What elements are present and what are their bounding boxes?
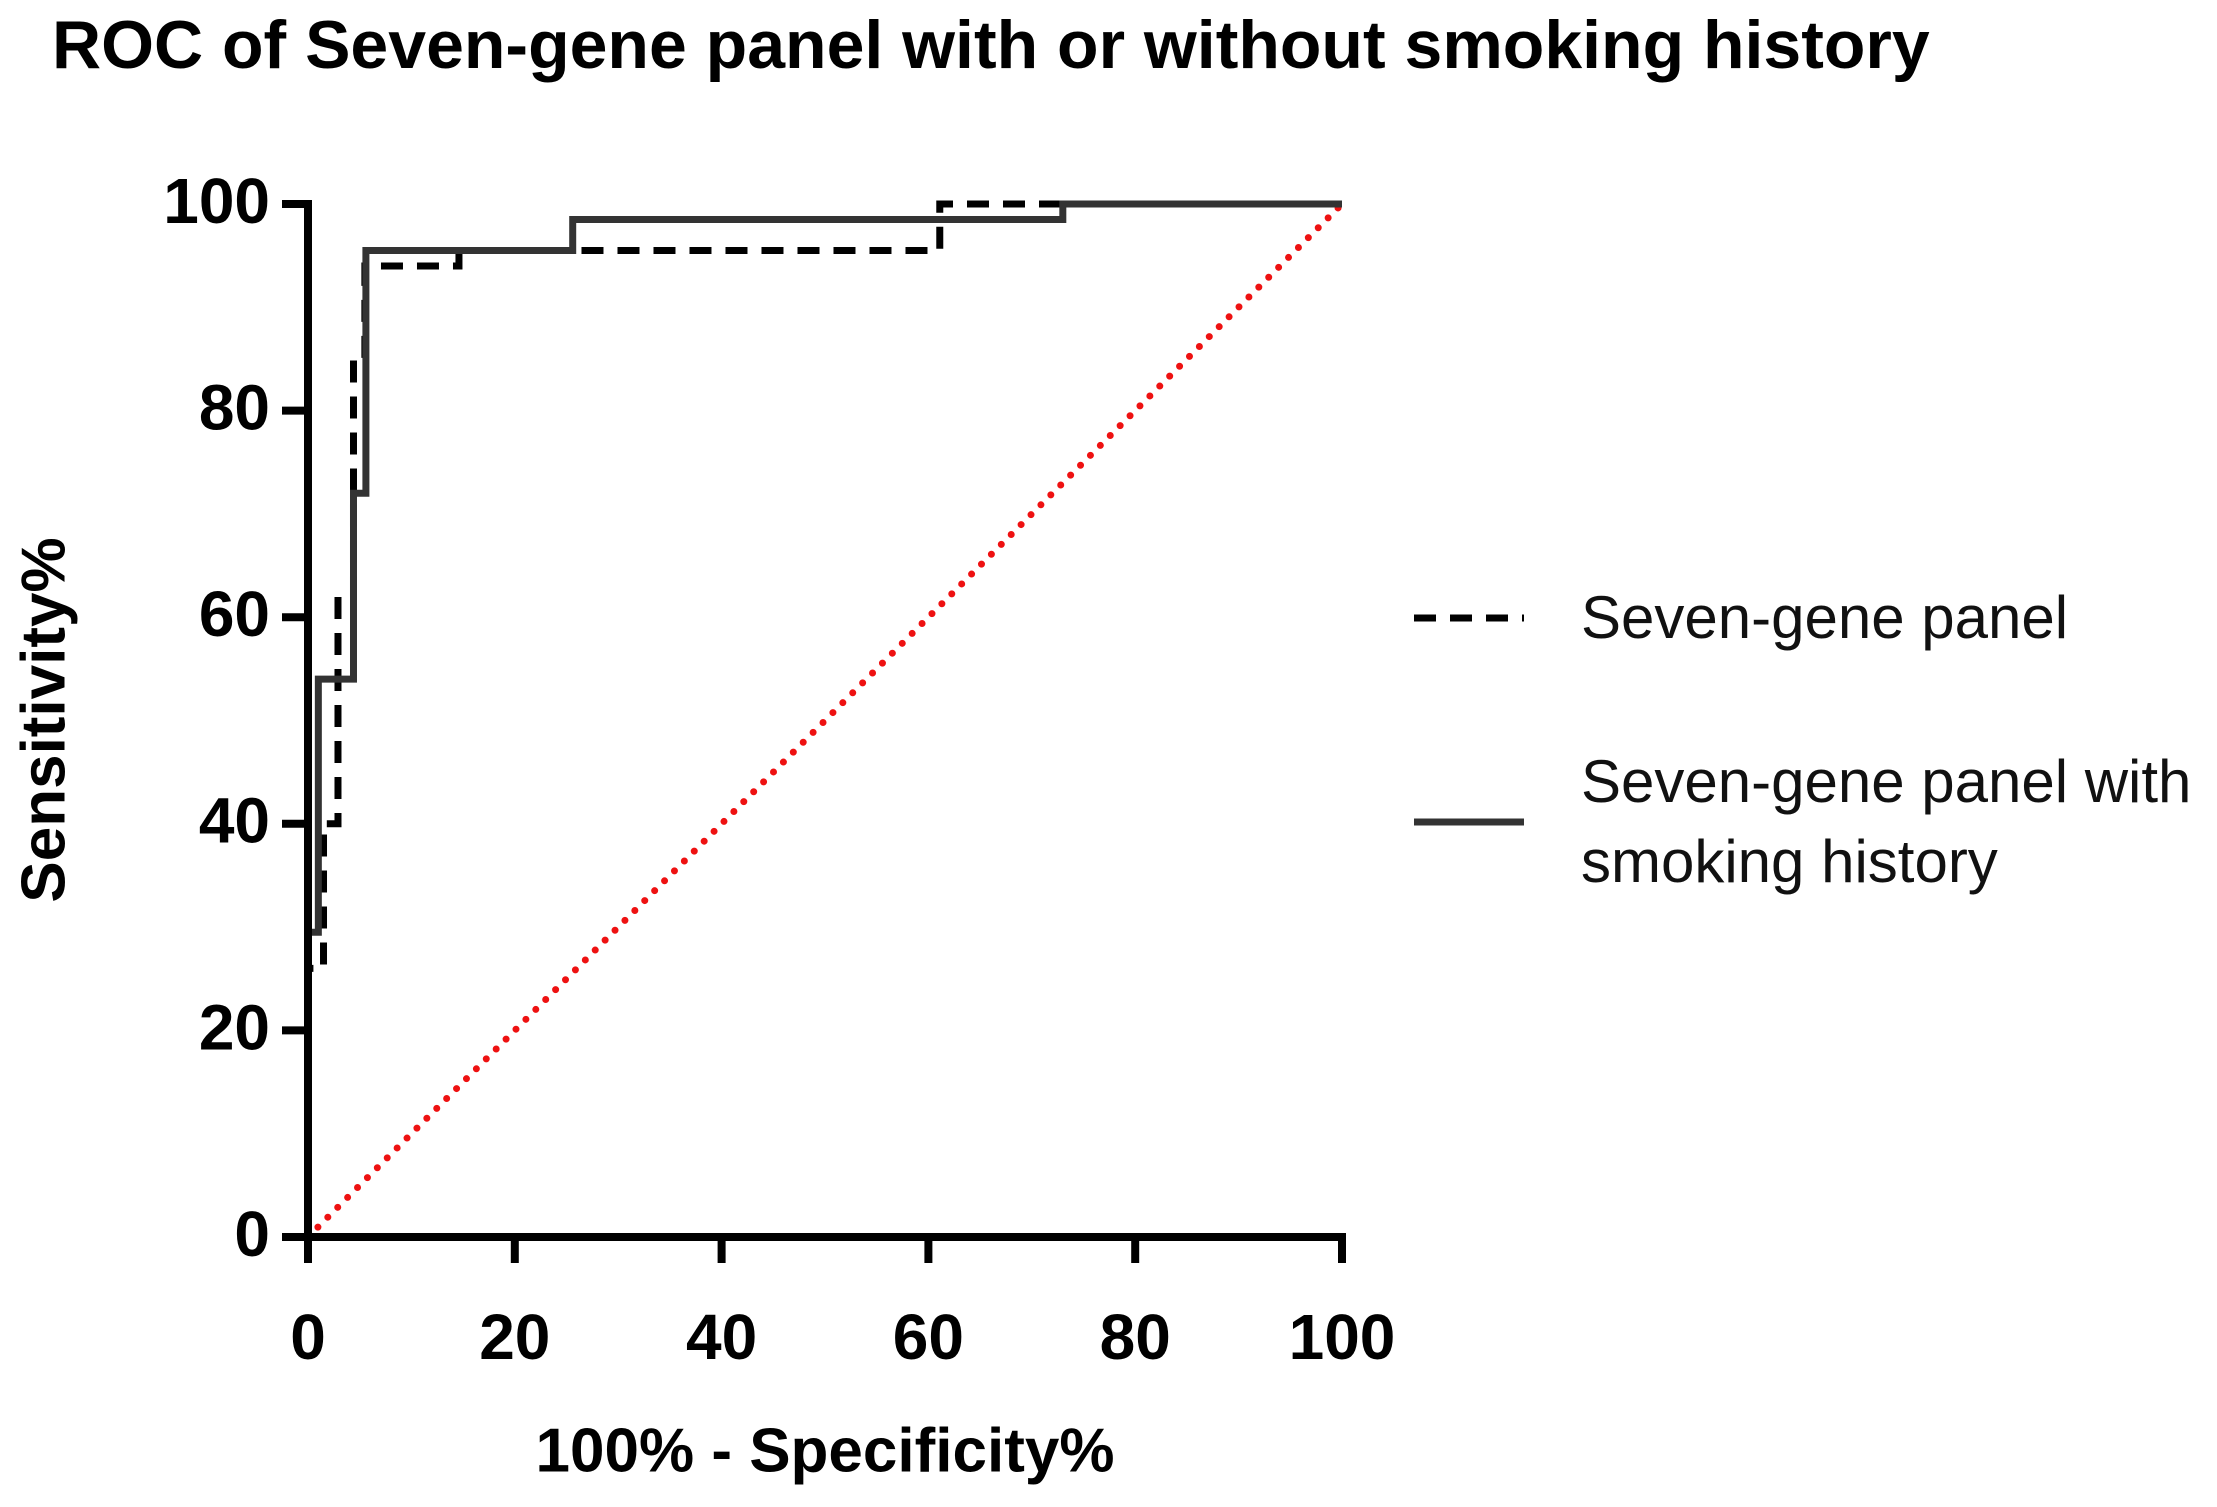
x-tick-label: 100: [1289, 1301, 1396, 1373]
roc-line: [304, 200, 1342, 1237]
x-tick-label: 60: [893, 1301, 964, 1373]
x-tick-label: 20: [479, 1301, 550, 1373]
diagonal-line: [304, 200, 1346, 1241]
y-tick-label: 80: [199, 372, 270, 444]
x-axis-label: 100% - Specificity%: [536, 1416, 1115, 1485]
y-tick-label: 40: [199, 785, 270, 857]
y-tick-label: 60: [199, 578, 270, 650]
legend-label: Seven-gene panel: [1581, 584, 2069, 651]
chart-title: ROC of Seven-gene panel with or without …: [52, 7, 1930, 83]
roc-line: [304, 200, 1342, 1237]
x-tick-label: 40: [686, 1301, 757, 1373]
y-axis-label: Sensitivity%: [9, 537, 78, 902]
x-tick-label: 80: [1100, 1301, 1171, 1373]
y-tick-label: 0: [234, 1198, 270, 1270]
y-tick-label: 20: [199, 991, 270, 1063]
x-tick-label: 0: [290, 1301, 326, 1373]
legend-label: Seven-gene panel with smoking history: [1581, 748, 2192, 895]
y-tick-label: 100: [163, 165, 270, 237]
